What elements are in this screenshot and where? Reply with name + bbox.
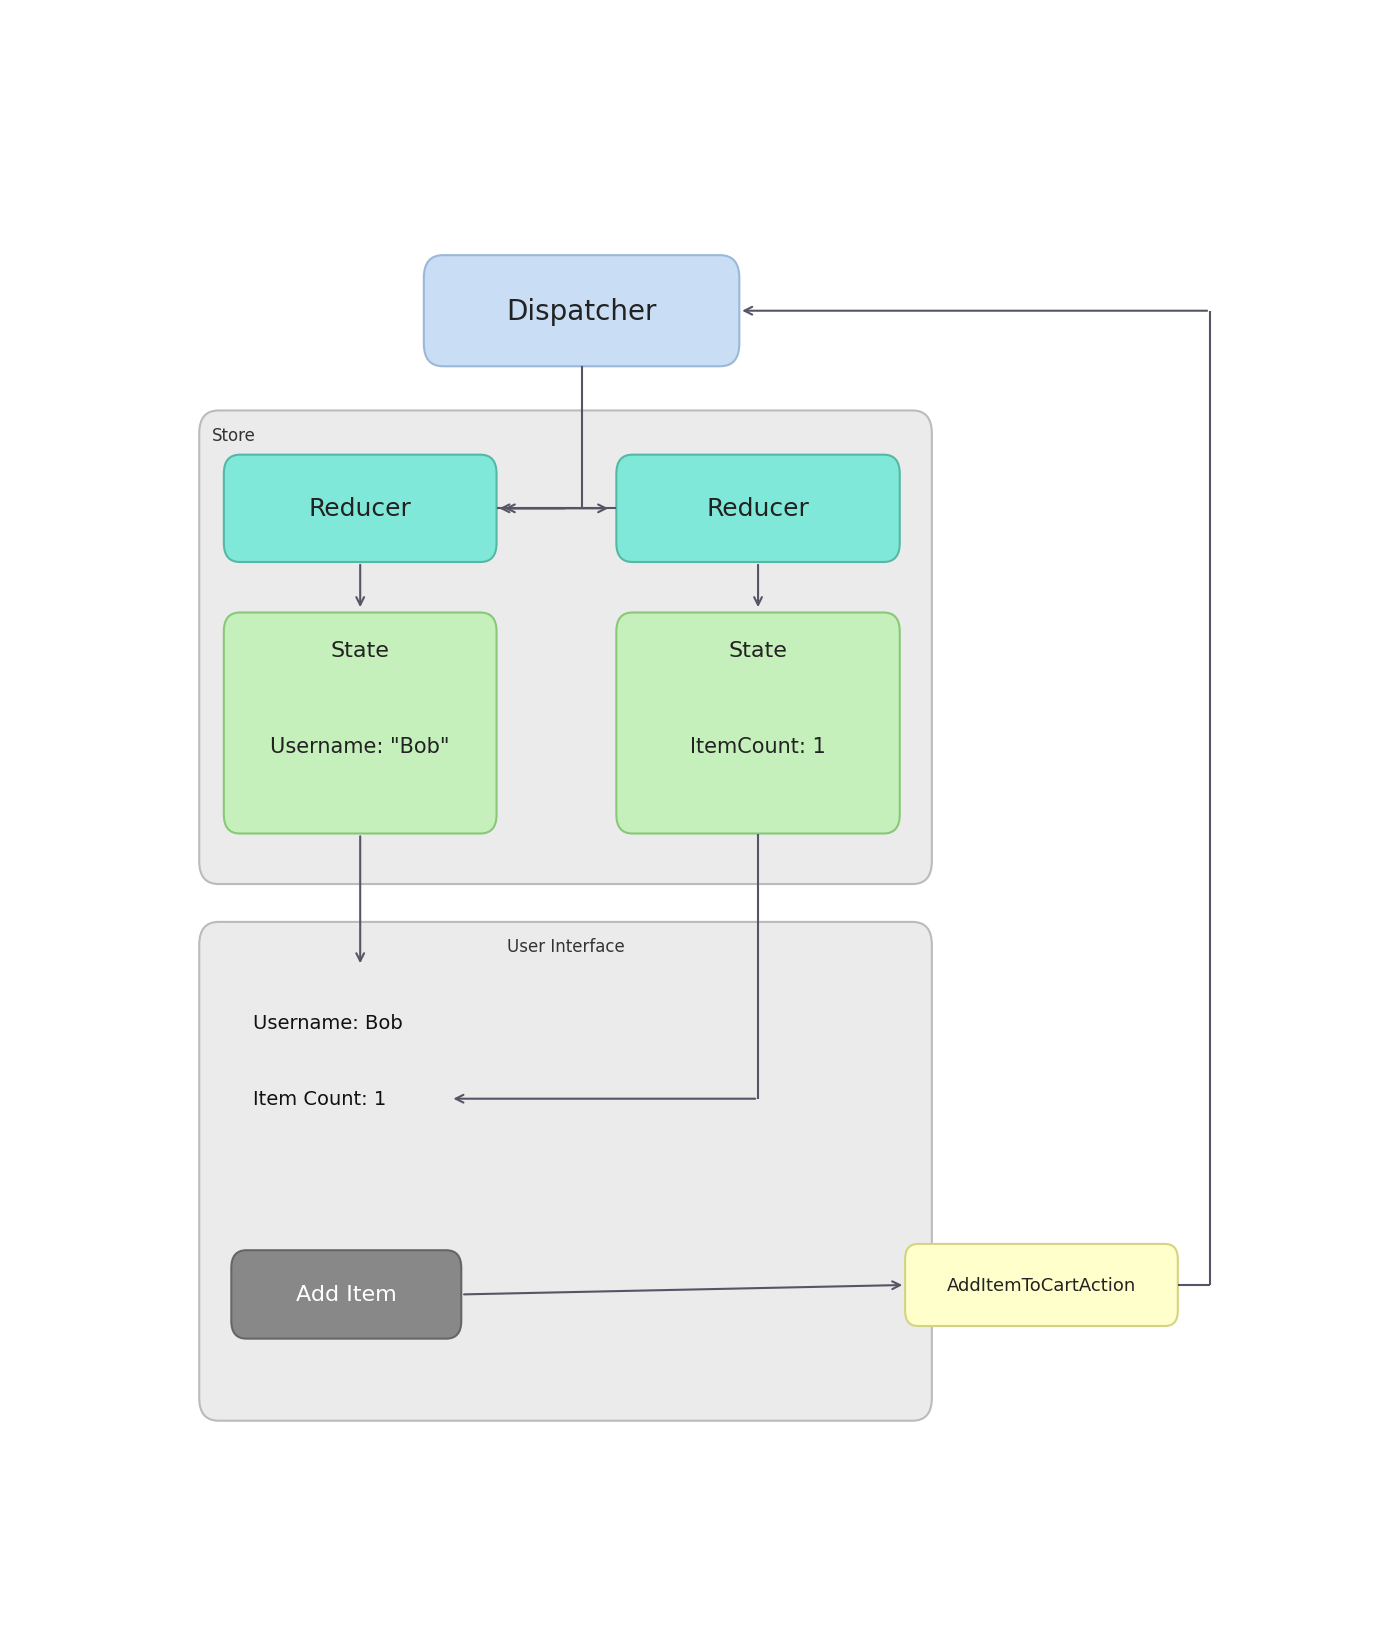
Text: AddItemToCartAction: AddItemToCartAction [947,1277,1136,1295]
Text: User Interface: User Interface [506,938,624,956]
Text: State: State [331,641,389,661]
Text: ItemCount: 1: ItemCount: 1 [690,736,825,756]
Text: State: State [729,641,788,661]
FancyBboxPatch shape [232,1251,461,1339]
FancyBboxPatch shape [199,923,932,1421]
FancyBboxPatch shape [617,456,900,562]
Text: Dispatcher: Dispatcher [506,298,657,326]
FancyBboxPatch shape [617,613,900,834]
Text: Username: Bob: Username: Bob [253,1015,403,1033]
Text: Reducer: Reducer [309,497,411,521]
Text: Store: Store [213,426,255,444]
Text: Item Count: 1: Item Count: 1 [253,1090,386,1108]
FancyBboxPatch shape [424,256,740,367]
Text: Username: "Bob": Username: "Bob" [270,736,450,756]
FancyBboxPatch shape [224,456,497,562]
FancyBboxPatch shape [224,613,497,834]
Text: Add Item: Add Item [295,1285,396,1305]
FancyBboxPatch shape [905,1244,1177,1326]
FancyBboxPatch shape [199,411,932,885]
Text: Reducer: Reducer [707,497,810,521]
